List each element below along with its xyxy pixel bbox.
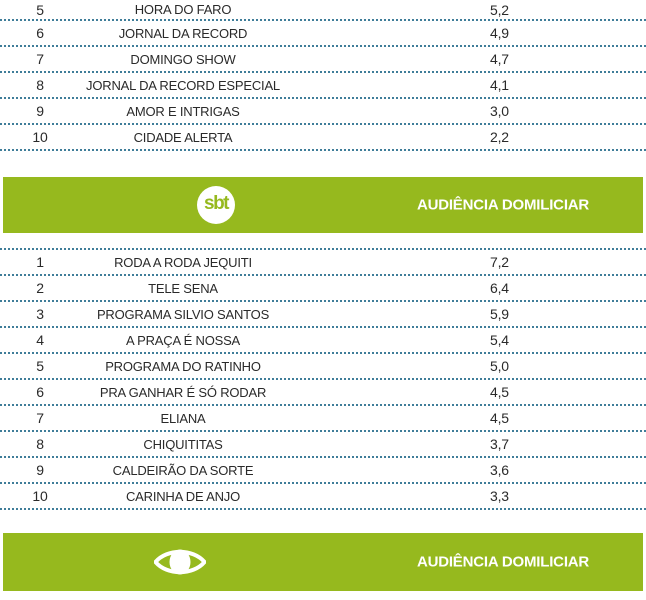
table-row: 5 HORA DO FARO 5,2 bbox=[0, 0, 646, 21]
rating-cell: 4,7 bbox=[490, 51, 509, 67]
sbt-ranking-table: 1 RODA A RODA JEQUITI 7,2 2 TELE SENA 6,… bbox=[0, 248, 646, 510]
table-row: 3 PROGRAMA SILVIO SANTOS 5,9 bbox=[0, 302, 646, 328]
program-cell: PROGRAMA DO RATINHO bbox=[105, 358, 261, 374]
rating-cell: 4,1 bbox=[490, 77, 509, 93]
sbt-banner-label: AUDIÊNCIA DOMILICIAR bbox=[416, 196, 590, 214]
table-row: 6 JORNAL DA RECORD 4,9 bbox=[0, 21, 646, 47]
rank-cell: 7 bbox=[36, 410, 44, 426]
band-eye-icon bbox=[154, 549, 206, 575]
rank-cell: 4 bbox=[36, 332, 44, 348]
rank-cell: 1 bbox=[36, 254, 44, 270]
program-cell: JORNAL DA RECORD bbox=[118, 25, 248, 41]
program-cell: PROGRAMA SILVIO SANTOS bbox=[96, 306, 270, 322]
table-row: 4 A PRAÇA É NOSSA 5,4 bbox=[0, 328, 646, 354]
rating-cell: 3,0 bbox=[490, 103, 509, 119]
program-cell: ELIANA bbox=[160, 410, 206, 426]
rank-cell: 6 bbox=[36, 25, 44, 41]
rating-cell: 3,7 bbox=[490, 436, 509, 452]
program-cell: PRA GANHAR É SÓ RODAR bbox=[99, 384, 267, 400]
rank-cell: 10 bbox=[32, 488, 48, 504]
program-cell: A PRAÇA É NOSSA bbox=[125, 332, 241, 348]
rank-cell: 6 bbox=[36, 384, 44, 400]
program-cell: CHIQUITITAS bbox=[143, 436, 223, 452]
rank-cell: 5 bbox=[36, 1, 44, 18]
program-cell: AMOR E INTRIGAS bbox=[126, 103, 240, 119]
table-row: 7 ELIANA 4,5 bbox=[0, 406, 646, 432]
program-cell: CARINHA DE ANJO bbox=[125, 488, 241, 504]
program-cell: JORNAL DA RECORD ESPECIAL bbox=[86, 77, 280, 93]
rank-cell: 9 bbox=[36, 462, 44, 478]
rating-cell: 4,5 bbox=[490, 384, 509, 400]
rating-cell: 5,9 bbox=[490, 306, 509, 322]
rating-cell: 3,6 bbox=[490, 462, 509, 478]
table-row: 9 CALDEIRÃO DA SORTE 3,6 bbox=[0, 458, 646, 484]
rank-cell: 7 bbox=[36, 51, 44, 67]
rating-cell: 5,0 bbox=[490, 358, 509, 374]
rating-cell: 4,5 bbox=[490, 410, 509, 426]
rating-cell: 5,4 bbox=[490, 332, 509, 348]
table-row: 8 CHIQUITITAS 3,7 bbox=[0, 432, 646, 458]
rating-cell: 3,3 bbox=[490, 488, 509, 504]
table-row: 10 CARINHA DE ANJO 3,3 bbox=[0, 484, 646, 510]
rating-cell: 4,9 bbox=[490, 25, 509, 41]
rating-cell: 5,2 bbox=[490, 1, 509, 18]
table-row: 1 RODA A RODA JEQUITI 7,2 bbox=[0, 250, 646, 276]
rank-cell: 8 bbox=[36, 436, 44, 452]
table-row: 2 TELE SENA 6,4 bbox=[0, 276, 646, 302]
rating-cell: 6,4 bbox=[490, 280, 509, 296]
sbt-logo: sbt bbox=[197, 186, 235, 224]
table-row: 5 PROGRAMA DO RATINHO 5,0 bbox=[0, 354, 646, 380]
program-cell: RODA A RODA JEQUITI bbox=[114, 254, 252, 270]
sbt-banner: sbt AUDIÊNCIA DOMILICIAR bbox=[3, 177, 643, 233]
table-row: 9 AMOR E INTRIGAS 3,0 bbox=[0, 99, 646, 125]
record-ranking-table: 5 HORA DO FARO 5,2 6 JORNAL DA RECORD 4,… bbox=[0, 0, 646, 151]
table-row: 6 PRA GANHAR É SÓ RODAR 4,5 bbox=[0, 380, 646, 406]
program-cell: CIDADE ALERTA bbox=[133, 129, 233, 145]
band-banner-label: AUDIÊNCIA DOMILICIAR bbox=[416, 553, 590, 571]
rank-cell: 9 bbox=[36, 103, 44, 119]
rank-cell: 5 bbox=[36, 358, 44, 374]
table-row: 7 DOMINGO SHOW 4,7 bbox=[0, 47, 646, 73]
rank-cell: 3 bbox=[36, 306, 44, 322]
rank-cell: 2 bbox=[36, 280, 44, 296]
program-cell: TELE SENA bbox=[148, 280, 218, 296]
rating-cell: 7,2 bbox=[490, 254, 509, 270]
program-cell: DOMINGO SHOW bbox=[130, 51, 236, 67]
table-row: 8 JORNAL DA RECORD ESPECIAL 4,1 bbox=[0, 73, 646, 99]
band-banner: AUDIÊNCIA DOMILICIAR bbox=[3, 533, 643, 591]
program-cell: CALDEIRÃO DA SORTE bbox=[112, 462, 254, 478]
table-row: 10 CIDADE ALERTA 2,2 bbox=[0, 125, 646, 151]
rating-cell: 2,2 bbox=[490, 129, 509, 145]
rank-cell: 8 bbox=[36, 77, 44, 93]
rank-cell: 10 bbox=[32, 129, 48, 145]
program-cell: HORA DO FARO bbox=[134, 2, 232, 17]
